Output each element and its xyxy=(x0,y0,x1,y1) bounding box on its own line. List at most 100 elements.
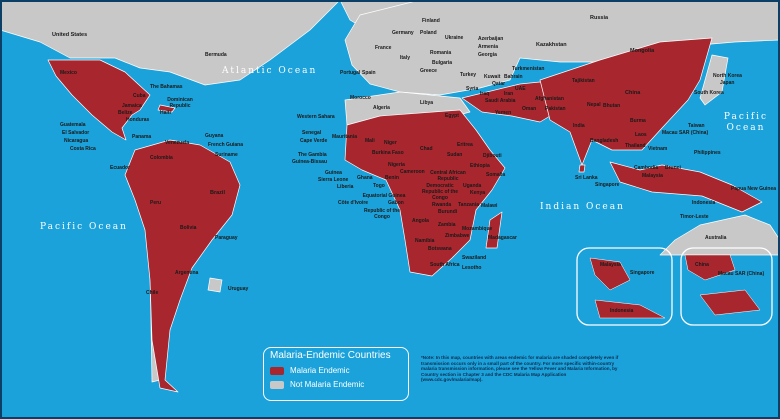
country-label-chile: Chile xyxy=(146,290,159,296)
country-label-uganda: Uganda xyxy=(463,183,482,189)
country-label-gabon: Gabon xyxy=(388,200,404,206)
country-label-car: Central African Republic xyxy=(430,170,466,182)
country-label-spain: Spain xyxy=(362,70,376,76)
country-label-eritrea: Eritrea xyxy=(457,142,473,148)
country-label-burkina-faso: Burkina Faso xyxy=(372,150,404,156)
ocean-label-pacific-west: Pacific Ocean xyxy=(40,222,128,232)
country-label-macau: Macau SAR (China) xyxy=(662,130,709,136)
country-label-brazil: Brazil xyxy=(210,190,225,196)
country-label-indonesia: Indonesia xyxy=(692,200,716,206)
madagascar xyxy=(485,211,503,249)
country-label-finland: Finland xyxy=(422,18,440,24)
country-label-tajikistan: Tajikistan xyxy=(572,78,595,84)
country-label-nigeria: Nigeria xyxy=(388,162,405,168)
country-label-philippines: Philippines xyxy=(694,150,721,156)
country-label-germany: Germany xyxy=(392,30,414,36)
country-label-madagascar: Madagascar xyxy=(488,235,517,241)
country-label-turkey: Turkey xyxy=(460,72,477,78)
country-label-mali: Mali xyxy=(365,138,375,144)
country-label-thailand: Thailand xyxy=(625,143,646,149)
country-label-ukraine: Ukraine xyxy=(445,35,464,41)
country-label-benin: Benin xyxy=(385,175,399,181)
legend-label: Malaria Endemic xyxy=(290,366,350,375)
country-label-greece: Greece xyxy=(420,68,437,74)
country-label-nicaragua: Nicaragua xyxy=(64,138,89,144)
country-label-rwanda: Rwanda xyxy=(432,202,452,208)
southeast-asia xyxy=(609,161,763,213)
country-label-iraq: Iraq xyxy=(480,91,490,97)
ocean-label-atlantic: Atlantic Ocean xyxy=(222,66,318,76)
country-label-namibia: Namibia xyxy=(415,238,435,244)
australia xyxy=(659,214,780,256)
country-label-el-salvador: El Salvador xyxy=(62,130,90,136)
country-label-oman: Oman xyxy=(522,106,537,112)
country-label-ecuador: Ecuador xyxy=(110,165,131,171)
country-label-bermuda: Bermuda xyxy=(205,52,227,58)
inset-southeast-asia xyxy=(576,247,773,326)
country-label-kazakhstan: Kazakhstan xyxy=(536,42,567,48)
country-label-lesotho: Lesotho xyxy=(462,265,482,271)
country-label-honduras: Honduras xyxy=(126,117,150,123)
country-label-romania: Romania xyxy=(430,50,452,56)
legend-item-endemic: Malaria Endemic xyxy=(270,366,350,375)
country-label-guatemala: Guatemala xyxy=(60,122,86,128)
inset-label-indonesia: Indonesia xyxy=(610,308,634,314)
legend-title: Malaria-Endemic Countries xyxy=(270,350,391,361)
country-label-syria: Syria xyxy=(466,86,479,92)
country-label-equatorial-guinea: Equatorial Guinea xyxy=(362,193,406,199)
country-label-panama: Panama xyxy=(132,134,152,140)
uruguay xyxy=(207,277,223,293)
country-label-papua-new-guinea: Papua New Guinea xyxy=(731,186,777,192)
country-label-congo: Republic of the Congo xyxy=(363,208,401,220)
map-note: *Note: In this map, countries with areas… xyxy=(421,355,619,382)
inset-label-malaysia: Malaysia xyxy=(600,262,621,268)
country-label-guinea-bissau: Guinea-Bissau xyxy=(292,159,328,165)
country-label-sierra-leone: Sierra Leone xyxy=(318,177,349,183)
country-label-cameroon: Cameroon xyxy=(400,169,425,175)
country-label-peru: Peru xyxy=(150,200,162,206)
country-label-haiti: Haiti xyxy=(160,110,171,116)
country-label-timor-leste: Timor-Leste xyxy=(680,214,709,220)
legend-label: Not Malaria Endemic xyxy=(290,380,365,389)
inset-label-china: China xyxy=(695,262,709,268)
country-label-morocco: Morocco xyxy=(350,95,371,101)
country-label-belize: Belize xyxy=(118,110,133,116)
country-label-bulgaria: Bulgaria xyxy=(432,60,453,66)
country-label-ghana: Ghana xyxy=(357,175,373,181)
sri-lanka xyxy=(578,164,586,173)
country-label-ethiopia: Ethiopia xyxy=(470,163,490,169)
country-label-iran: Iran xyxy=(504,91,514,97)
country-label-western-sahara: Western Sahara xyxy=(297,114,335,120)
country-label-chad: Chad xyxy=(420,146,433,152)
country-label-pakistan: Pakistan xyxy=(545,106,566,112)
country-label-north-korea: North Korea xyxy=(713,73,742,79)
country-label-liberia: Liberia xyxy=(337,184,354,190)
country-label-drc: Democratic Republic of the Congo xyxy=(421,183,459,201)
country-label-yemen: Yemen xyxy=(495,110,512,116)
country-label-suriname: Suriname xyxy=(215,152,238,158)
country-label-singapore: Singapore xyxy=(595,182,620,188)
country-label-saudi-arabia: Saudi Arabia xyxy=(485,98,516,104)
country-label-georgia: Georgia xyxy=(478,52,497,58)
country-label-guyana: Guyana xyxy=(205,133,224,139)
country-label-poland: Poland xyxy=(420,30,437,36)
mexico-central-america xyxy=(47,59,151,141)
country-label-malawi: Malawi xyxy=(481,203,498,209)
legend-item-not-endemic: Not Malaria Endemic xyxy=(270,380,364,389)
country-label-cuba: Cuba xyxy=(133,93,146,99)
country-label-laos: Laos xyxy=(635,132,647,138)
country-label-zambia: Zambia xyxy=(438,222,456,228)
country-label-angola: Angola xyxy=(412,218,429,224)
country-label-azerbaijan: Azerbaijan xyxy=(478,36,504,42)
country-label-turkmenistan: Turkmenistan xyxy=(512,66,545,72)
country-label-senegal: Senegal xyxy=(302,130,322,136)
country-label-gambia: The Gambia xyxy=(298,152,327,158)
asia xyxy=(539,37,713,166)
country-label-bahrain: Bahrain xyxy=(504,74,523,80)
ocean-label-indian: Indian Ocean xyxy=(540,202,625,212)
country-label-bahamas: The Bahamas xyxy=(150,84,183,90)
country-label-taiwan: Taiwan xyxy=(688,123,705,129)
country-label-mongolia: Mongolia xyxy=(630,48,655,54)
country-label-somalia: Somalia xyxy=(486,172,506,178)
